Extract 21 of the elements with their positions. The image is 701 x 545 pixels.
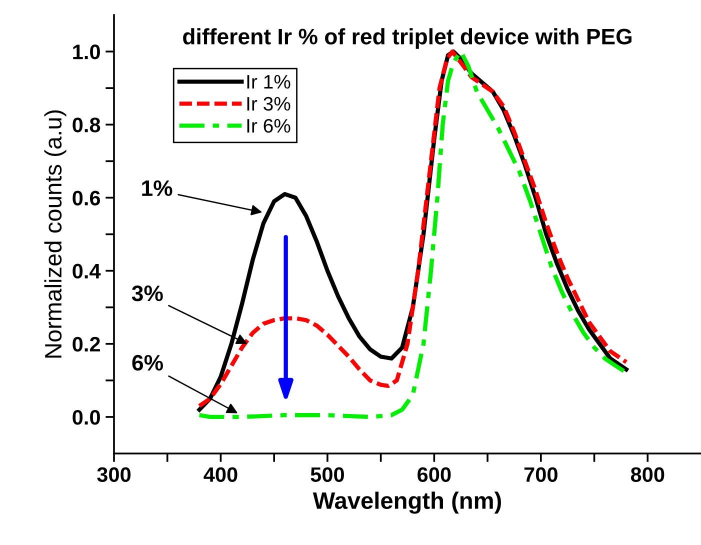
legend-label: Ir 6% <box>247 118 290 133</box>
legend-label: Ir 3% <box>247 96 290 111</box>
y-axis-title: Normalized counts (a.u) <box>44 110 66 358</box>
x-tick-label: 600 <box>418 467 451 482</box>
annotation: 6% <box>132 354 163 371</box>
x-tick-label: 700 <box>524 467 558 482</box>
x-tick-label: 400 <box>204 467 238 482</box>
annotation: 3% <box>132 285 163 302</box>
text: different Ir % of red triplet device with PEG <box>183 28 632 49</box>
x-tick-label: 800 <box>630 467 664 482</box>
x-axis-title: Wavelength (nm) <box>312 492 501 514</box>
y-tick-label: 0.6 <box>72 190 100 206</box>
annotation: 1% <box>142 180 172 196</box>
y-tick-label: 1.0 <box>73 44 100 60</box>
x-tick-label: 300 <box>97 467 131 482</box>
y-tick-label: 0.2 <box>72 336 100 352</box>
legend-label: Ir 1% <box>247 75 290 89</box>
y-tick-label: 0.8 <box>72 118 100 132</box>
x-tick-label: 500 <box>310 467 344 482</box>
y-tick-label: 0.0 <box>72 410 100 425</box>
y-tick-label: 0.4 <box>72 264 101 279</box>
